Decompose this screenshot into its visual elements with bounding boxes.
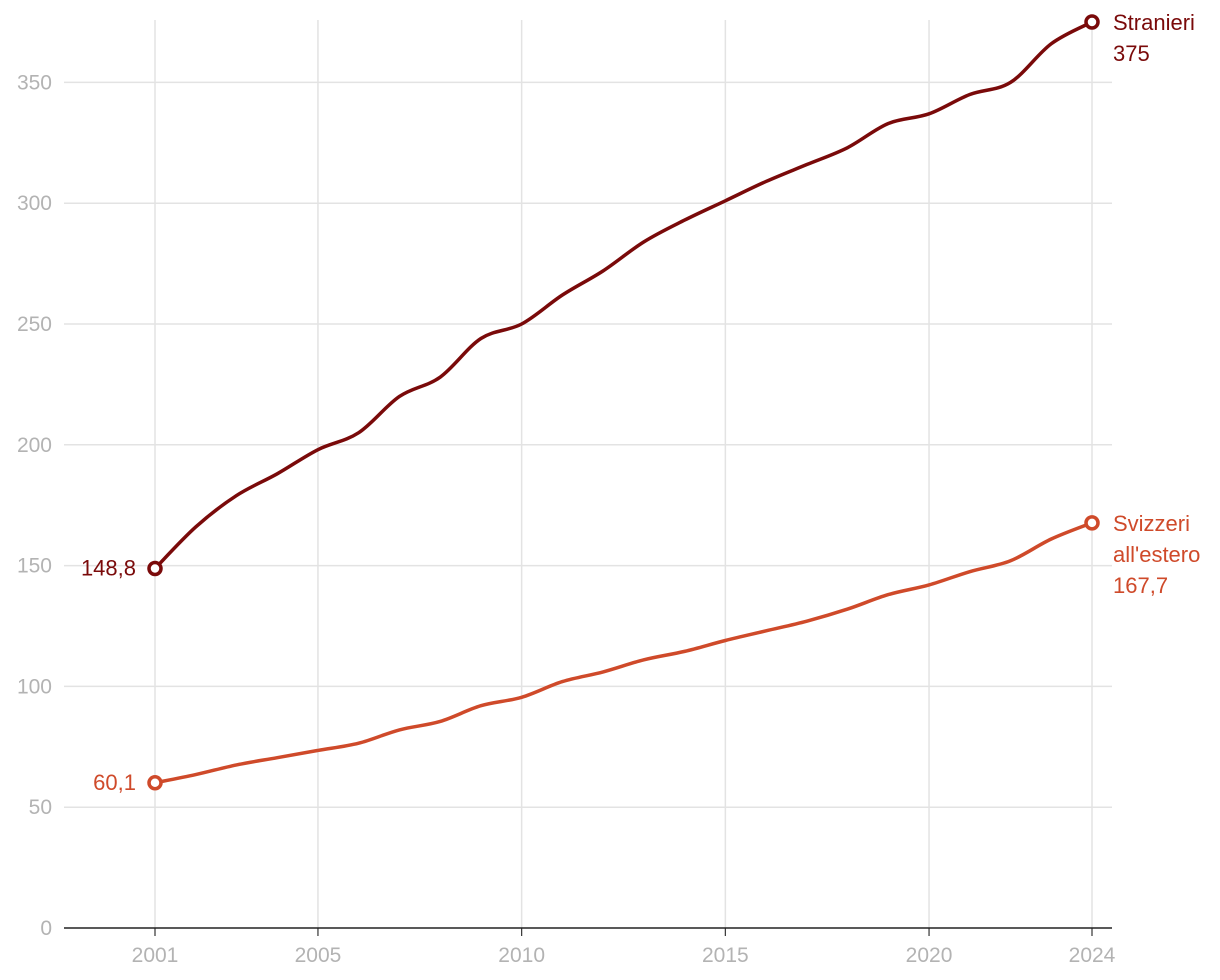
- start-marker-stranieri: [147, 560, 163, 577]
- end-marker-svizzeri-all-estero: [1084, 515, 1100, 531]
- x-tick-label: 2024: [1069, 944, 1116, 967]
- x-axis-tick-labels: 2001 2005 2010 2015 2020 2024: [132, 944, 1116, 967]
- start-marker-svizzeri-all-estero: [147, 775, 163, 791]
- end-value-label-svizzeri-all-estero: 167,7: [1113, 573, 1168, 598]
- y-tick-label: 300: [17, 192, 52, 215]
- x-tick-label: 2015: [702, 944, 749, 967]
- start-value-label-svizzeri-all-estero: 60,1: [93, 770, 136, 795]
- series-line-svizzeri-all-estero: [153, 521, 1094, 785]
- series-name-label-svizzeri-all-estero: all'estero: [1113, 542, 1200, 567]
- vertical-gridlines: [154, 20, 1093, 936]
- y-tick-label: 0: [40, 917, 52, 940]
- x-tick-label: 2001: [132, 944, 179, 967]
- y-tick-label: 200: [17, 434, 52, 457]
- series-name-label-stranieri: Stranieri: [1113, 10, 1195, 35]
- horizontal-gridlines: [64, 81, 1112, 808]
- y-tick-label: 150: [17, 555, 52, 578]
- y-axis-tick-labels: 0 50 100 150 200 250 300 350: [17, 71, 52, 940]
- series-line-stranieri: [153, 20, 1094, 571]
- x-tick-label: 2020: [906, 944, 953, 967]
- end-value-label-stranieri: 375: [1113, 41, 1150, 66]
- y-tick-label: 100: [17, 675, 52, 698]
- series-name-label-svizzeri-all-estero: Svizzeri: [1113, 511, 1190, 536]
- y-tick-label: 350: [17, 71, 52, 94]
- y-tick-label: 250: [17, 313, 52, 336]
- series-lines: [153, 20, 1094, 785]
- x-tick-label: 2005: [295, 944, 342, 967]
- end-marker-stranieri: [1084, 14, 1100, 30]
- series-labels: 148,8 Stranieri 375 60,1 Svizzeri all'estero 1…: [81, 10, 1200, 795]
- start-value-label-stranieri: 148,8: [81, 555, 136, 580]
- y-tick-label: 50: [29, 796, 52, 819]
- x-tick-label: 2010: [498, 944, 545, 967]
- series-markers: [147, 14, 1100, 791]
